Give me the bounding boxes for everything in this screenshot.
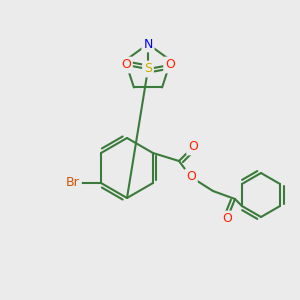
Text: O: O [186,170,196,184]
Text: Br: Br [66,176,80,190]
Text: O: O [121,58,131,71]
Text: O: O [165,58,175,71]
Text: S: S [144,62,152,76]
Text: O: O [222,212,232,226]
Text: N: N [143,38,153,50]
Text: O: O [188,140,198,154]
